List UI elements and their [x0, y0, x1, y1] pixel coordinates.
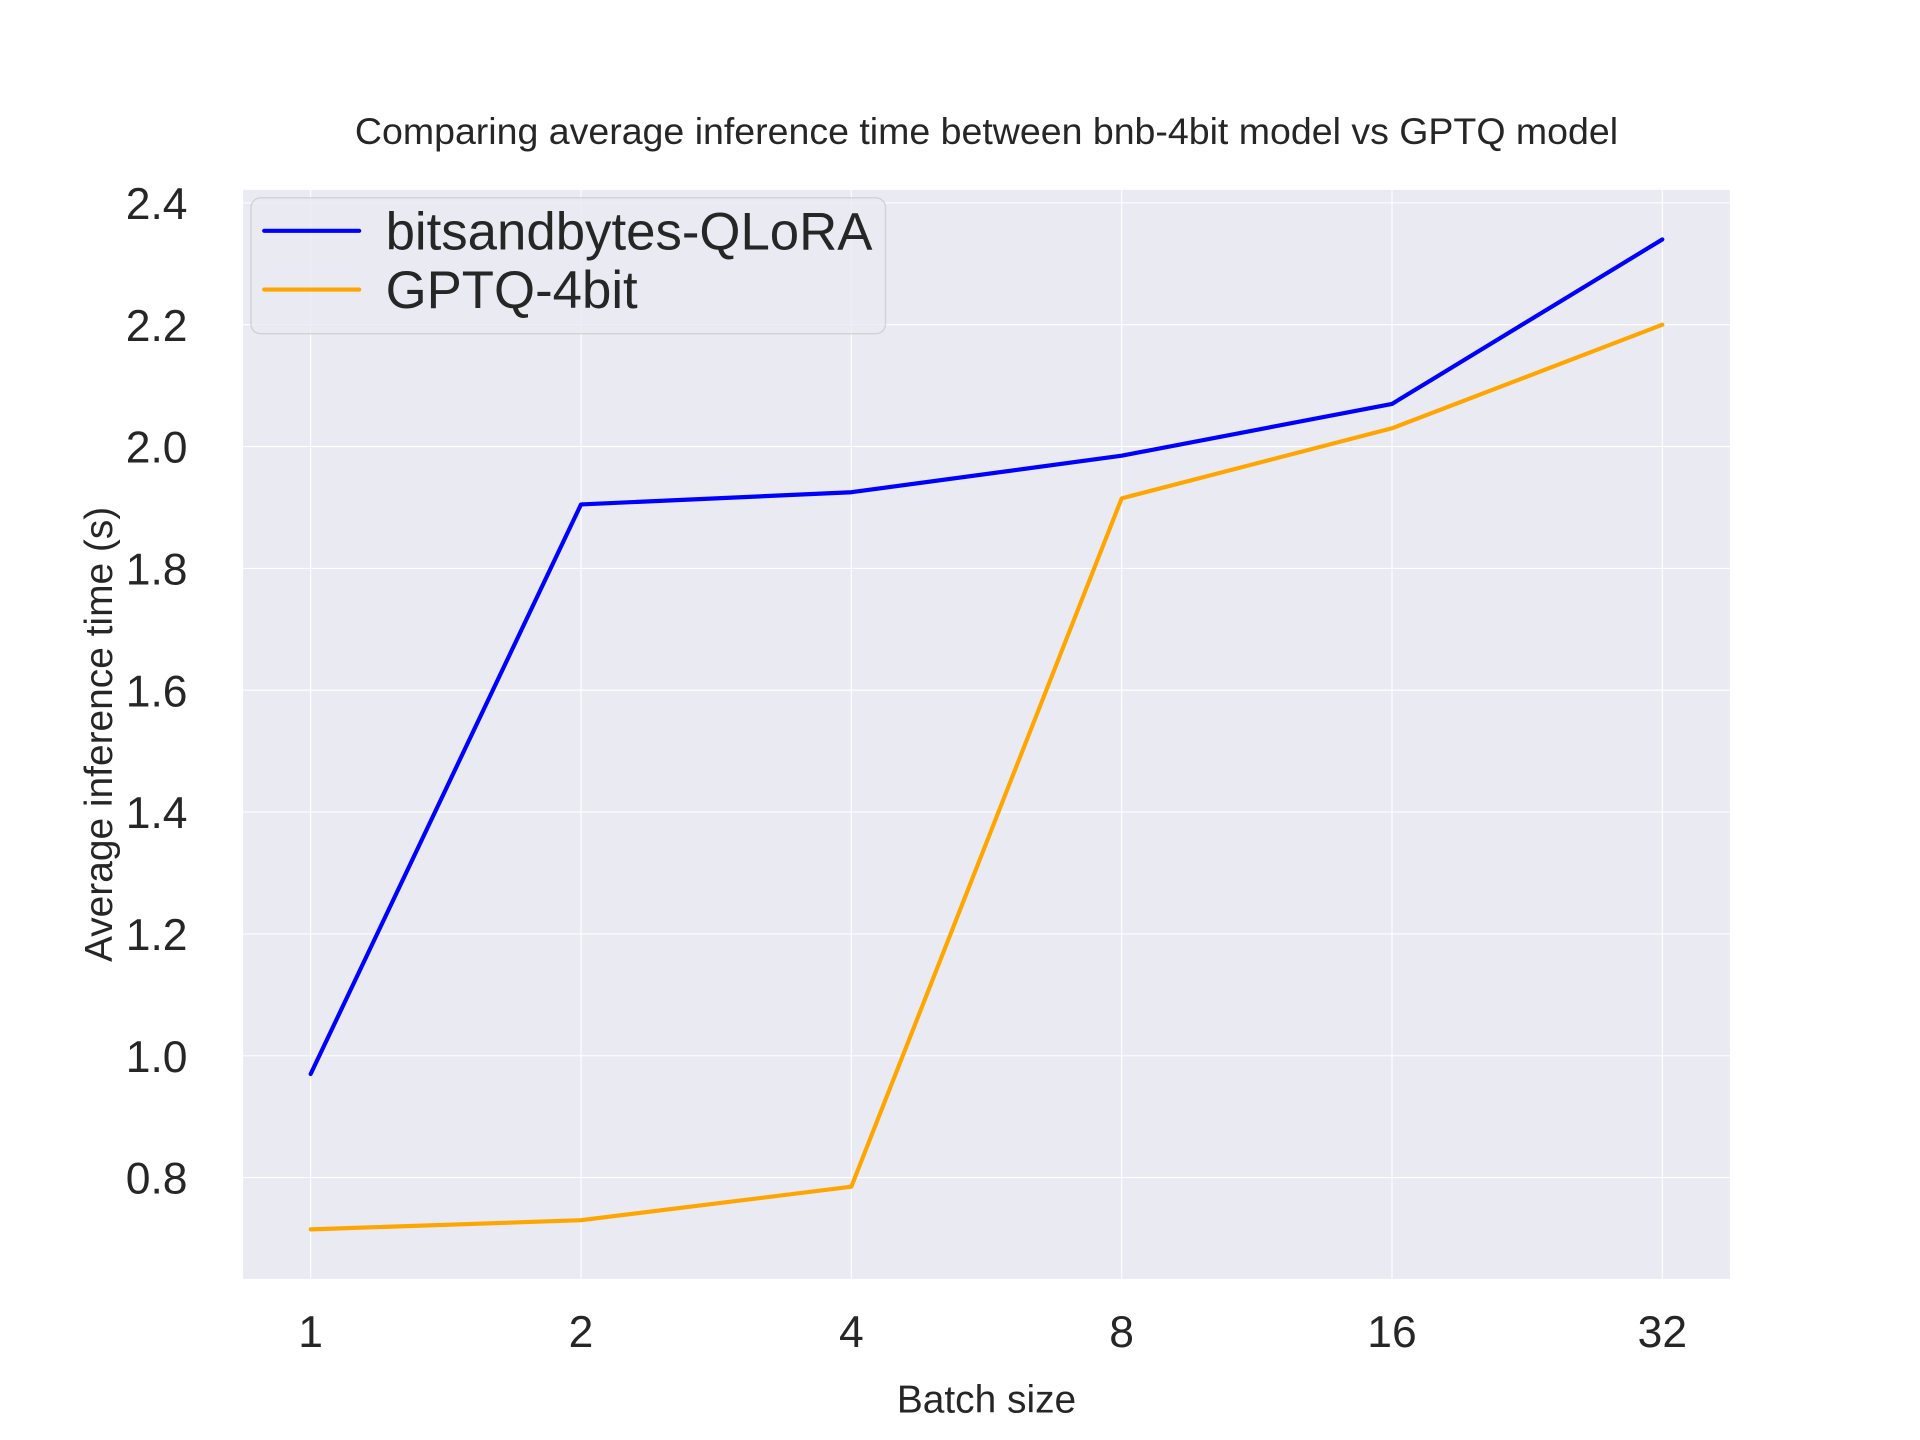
- svg-text:Average inference time (s): Average inference time (s): [78, 507, 121, 962]
- svg-text:0.8: 0.8: [126, 1155, 188, 1204]
- svg-text:8: 8: [1109, 1308, 1134, 1357]
- svg-text:16: 16: [1367, 1308, 1416, 1357]
- svg-text:1.0: 1.0: [126, 1033, 188, 1082]
- svg-text:2: 2: [569, 1308, 594, 1357]
- svg-text:4: 4: [839, 1308, 864, 1357]
- svg-text:bitsandbytes-QLoRA: bitsandbytes-QLoRA: [386, 202, 874, 261]
- svg-text:2.2: 2.2: [126, 302, 188, 351]
- svg-text:GPTQ-4bit: GPTQ-4bit: [386, 261, 638, 320]
- svg-text:1: 1: [298, 1308, 323, 1357]
- svg-text:32: 32: [1638, 1308, 1687, 1357]
- svg-text:Batch size: Batch size: [897, 1378, 1076, 1421]
- svg-text:1.6: 1.6: [126, 667, 188, 716]
- svg-text:1.2: 1.2: [126, 911, 188, 960]
- svg-text:1.4: 1.4: [126, 789, 188, 838]
- svg-text:2.4: 2.4: [126, 180, 188, 229]
- svg-text:1.8: 1.8: [126, 545, 188, 594]
- svg-text:Comparing average inference ti: Comparing average inference time between…: [355, 110, 1618, 152]
- svg-text:2.0: 2.0: [126, 424, 188, 473]
